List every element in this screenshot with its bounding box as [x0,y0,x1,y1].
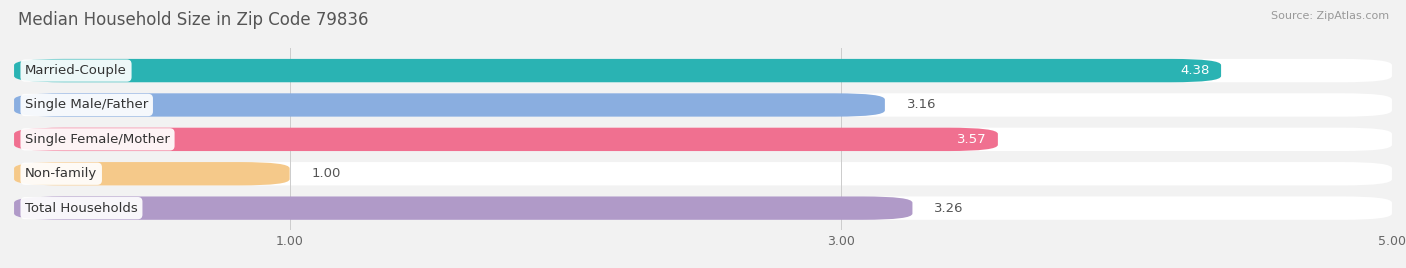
Text: Single Male/Father: Single Male/Father [25,98,149,111]
Text: Total Households: Total Households [25,202,138,215]
FancyBboxPatch shape [14,128,998,151]
Text: 1.00: 1.00 [312,167,342,180]
FancyBboxPatch shape [14,162,1392,185]
Text: 3.16: 3.16 [907,98,936,111]
FancyBboxPatch shape [14,93,1392,117]
Text: Median Household Size in Zip Code 79836: Median Household Size in Zip Code 79836 [18,11,368,29]
FancyBboxPatch shape [14,59,1220,82]
Text: 4.38: 4.38 [1181,64,1211,77]
FancyBboxPatch shape [14,93,884,117]
FancyBboxPatch shape [14,128,1392,151]
Text: Married-Couple: Married-Couple [25,64,127,77]
Text: 3.26: 3.26 [935,202,965,215]
Text: 3.57: 3.57 [957,133,987,146]
Text: Non-family: Non-family [25,167,97,180]
FancyBboxPatch shape [14,59,1392,82]
FancyBboxPatch shape [14,162,290,185]
FancyBboxPatch shape [14,196,912,220]
Text: Source: ZipAtlas.com: Source: ZipAtlas.com [1271,11,1389,21]
FancyBboxPatch shape [14,196,1392,220]
Text: Single Female/Mother: Single Female/Mother [25,133,170,146]
